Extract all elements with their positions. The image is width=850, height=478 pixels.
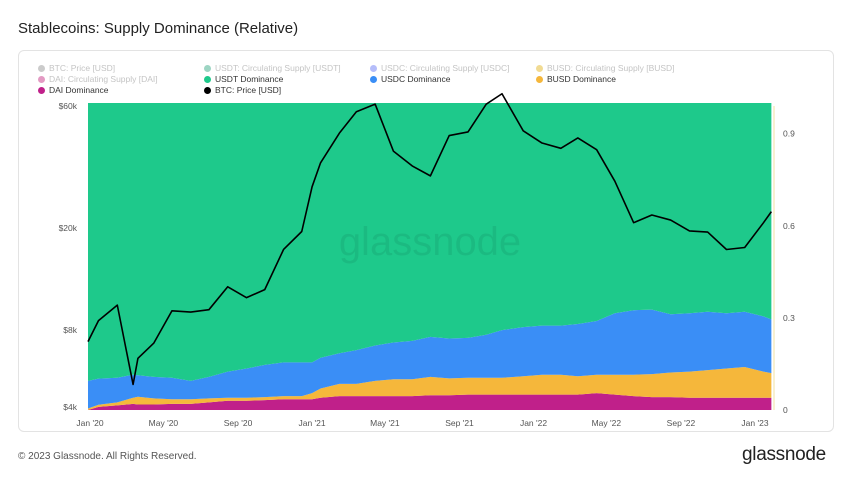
- x-tick-label: May '20: [149, 418, 179, 428]
- x-tick-label: Sep '22: [667, 418, 696, 428]
- series-area-usdt-dominance: [88, 103, 772, 381]
- legend-item[interactable]: BUSD Dominance: [536, 74, 616, 84]
- x-tick-label: Jan '21: [298, 418, 325, 428]
- legend-item[interactable]: DAI Dominance: [38, 85, 109, 95]
- x-tick-label: Jan '20: [76, 418, 103, 428]
- legend-swatch: [370, 64, 377, 72]
- legend-item[interactable]: USDC Dominance: [370, 74, 450, 84]
- legend-swatch: [38, 64, 45, 72]
- x-tick-label: May '22: [592, 418, 622, 428]
- series-area-busd-dominance: [88, 367, 772, 410]
- watermark: glassnode: [339, 220, 521, 264]
- legend-label: USDT: Circulating Supply [USDT]: [215, 63, 341, 73]
- left-tick-label: $20k: [59, 223, 78, 233]
- legend-swatch: [204, 75, 211, 83]
- left-tick-label: $8k: [63, 325, 77, 335]
- legend-label: DAI Dominance: [49, 85, 109, 95]
- legend-label: USDT Dominance: [215, 74, 284, 84]
- right-tick-label: 0: [783, 405, 788, 415]
- x-tick-label: Jan '22: [520, 418, 547, 428]
- legend-item[interactable]: USDC: Circulating Supply [USDC]: [370, 63, 509, 73]
- left-tick-label: $60k: [59, 101, 78, 111]
- legend-item[interactable]: USDT Dominance: [204, 74, 283, 84]
- legend-swatch: [38, 75, 45, 83]
- series-area-dai-dominance: [88, 393, 772, 410]
- legend-item[interactable]: BUSD: Circulating Supply [BUSD]: [536, 63, 675, 73]
- copyright: © 2023 Glassnode. All Rights Reserved.: [18, 451, 197, 462]
- legend-swatch: [204, 86, 211, 94]
- left-tick-label: $4k: [63, 402, 77, 412]
- legend-swatch: [536, 64, 543, 72]
- legend-label: BUSD Dominance: [547, 74, 616, 84]
- right-tick-label: 0.9: [783, 129, 795, 139]
- legend-swatch: [38, 86, 45, 94]
- right-tick-label: 0.6: [783, 221, 795, 231]
- x-tick-label: Jan '23: [741, 418, 768, 428]
- series-area-usdc-dominance: [88, 309, 772, 409]
- x-tick-label: Sep '21: [445, 418, 474, 428]
- glassnode-logo[interactable]: glassnode: [742, 444, 826, 465]
- legend-label: DAI: Circulating Supply [DAI]: [49, 74, 158, 84]
- legend-label: USDC Dominance: [381, 74, 451, 84]
- chart-title: Stablecoins: Supply Dominance (Relative): [18, 20, 299, 37]
- legend-label: BTC: Price [USD]: [49, 63, 116, 73]
- legend-label: BUSD: Circulating Supply [BUSD]: [547, 63, 675, 73]
- legend-swatch: [370, 75, 377, 83]
- x-tick-label: May '21: [370, 418, 400, 428]
- series-line-btc-price: [87, 92, 773, 386]
- legend-label: USDC: Circulating Supply [USDC]: [381, 63, 510, 73]
- legend-item[interactable]: USDT: Circulating Supply [USDT]: [204, 63, 341, 73]
- legend-swatch: [536, 75, 543, 83]
- area-layers: [88, 103, 772, 410]
- legend-swatch: [204, 64, 211, 72]
- legend-label: BTC: Price [USD]: [215, 85, 282, 95]
- x-tick-label: Sep '20: [224, 418, 253, 428]
- legend: BTC: Price [USD] USDT: Circulating Supply…: [38, 63, 798, 103]
- legend-item[interactable]: BTC: Price [USD]: [38, 63, 115, 73]
- right-tick-label: 0.3: [783, 313, 795, 323]
- legend-item[interactable]: DAI: Circulating Supply [DAI]: [38, 74, 158, 84]
- legend-item[interactable]: BTC: Price [USD]: [204, 85, 281, 95]
